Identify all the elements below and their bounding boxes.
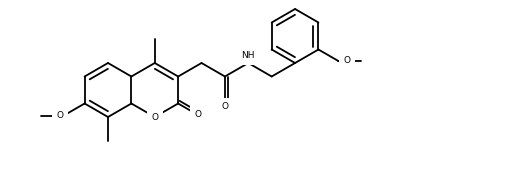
Text: O: O bbox=[194, 111, 201, 119]
Text: O: O bbox=[151, 113, 158, 122]
Text: O: O bbox=[343, 56, 350, 65]
Text: NH: NH bbox=[241, 51, 255, 60]
Text: O: O bbox=[56, 111, 64, 120]
Text: O: O bbox=[221, 102, 228, 111]
